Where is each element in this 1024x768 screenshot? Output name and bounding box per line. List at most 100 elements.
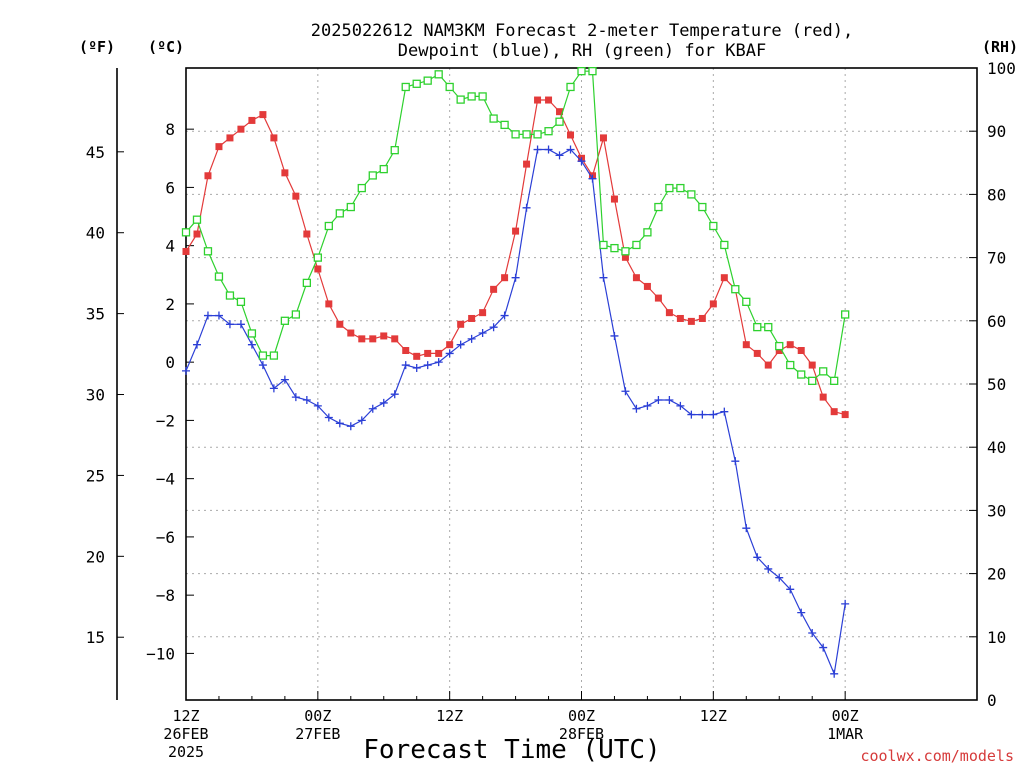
rh-point [203,247,213,256]
rh-point [731,285,740,294]
temp-point [358,335,366,343]
celsius-tick-label: 6 [165,178,175,197]
rh-point [423,76,432,85]
rh-point [709,221,718,231]
temp-point [479,309,487,317]
celsius-tick-label: 8 [165,120,175,139]
temp-point [270,134,278,142]
rh-point [786,360,795,370]
rh-point [280,316,290,325]
rh-point [500,120,509,130]
dewpoint-point [456,340,465,349]
temp-point [643,282,651,290]
temp-point [391,335,399,343]
chart-title-line-2: Dewpoint (blue), RH (green) for KBAF [398,41,766,61]
dewpoint-point [467,334,476,343]
temp-point [665,309,673,317]
dewpoint-point [324,413,333,422]
rh-point [269,351,279,360]
x-tick-label: 2025 [168,743,204,761]
temp-point [808,361,816,369]
rh-point [489,114,498,123]
dewpoint-point [764,564,773,573]
rh-point [797,370,806,379]
celsius-unit-label: (ºC) [148,38,184,56]
x-tick-label: 00Z [568,707,595,725]
temp-point [380,332,388,340]
rh-point [291,310,301,319]
dewpoint-point [401,361,410,370]
chart-title-line-1: 2025022612 NAM3KM Forecast 2-meter Tempe… [311,21,853,41]
temp-point [621,253,629,261]
rh-tick-label: 90 [987,122,1006,141]
temp-point [347,329,355,337]
temp-point [567,131,575,139]
rh-point [258,351,268,360]
rh-point [621,247,630,256]
rh-point [225,291,235,300]
dewpoint-point [632,404,641,413]
dewpoint-point [291,393,300,402]
temp-point [237,125,245,133]
dewpoint-point [445,349,454,358]
rh-point [588,67,597,76]
dewpoint-point [434,358,443,367]
celsius-tick-label: 0 [165,353,175,372]
x-tick-label: 26FEB [163,725,208,743]
x-tick-label: 00Z [832,707,859,725]
temp-point [336,320,344,328]
temp-point [797,347,805,355]
dewpoint-point [423,361,432,370]
temp-point [819,393,827,401]
celsius-tick-label: 2 [165,295,175,314]
rh-point [247,329,257,338]
temp-point [720,274,728,282]
credit-link[interactable]: coolwx.com/models [860,747,1014,765]
temp-point [534,96,542,104]
celsius-tick-label: −4 [156,470,175,489]
temp-point [226,134,234,142]
dewpoint-point [379,398,388,407]
temp-point [709,300,717,308]
rh-point [577,67,586,76]
rh-point [764,322,773,332]
rh-point [632,240,641,250]
rh-point [511,130,520,139]
dewpoint-point [654,396,663,405]
dewpoint-point [335,419,344,428]
dewpoint-point [214,311,223,320]
dewpoint-point [830,669,839,678]
dewpoint-point [555,151,564,160]
temp-point [775,347,783,355]
dewpoint-point [533,145,542,154]
rh-tick-label: 60 [987,312,1006,331]
celsius-tick-label: −8 [156,586,175,605]
fahrenheit-tick-label: 15 [86,628,105,647]
temp-point [248,116,256,124]
dewpoint-point [665,396,674,405]
rh-point [456,95,465,104]
fahrenheit-tick-label: 20 [86,547,105,566]
rh-line [185,70,846,382]
rh-point [478,92,487,101]
temp-point [281,169,289,177]
rh-point [566,82,575,92]
dewpoint-point [588,174,597,183]
rh-point [313,253,322,262]
temp-point [654,294,662,302]
temp-point [764,361,772,369]
temp-point [446,341,454,349]
dewpoint-point [577,157,586,166]
dewpoint-point [687,410,696,419]
rh-tick-label: 30 [987,501,1006,520]
temp-point [676,314,684,322]
dewpoint-point [500,311,509,320]
rh-point [412,79,421,88]
dewpoint-point [720,407,729,416]
rh-point [819,367,828,376]
temp-point [369,335,377,343]
rh-point [379,164,388,174]
rh-point [533,130,542,139]
dewpoint-point [676,401,685,410]
